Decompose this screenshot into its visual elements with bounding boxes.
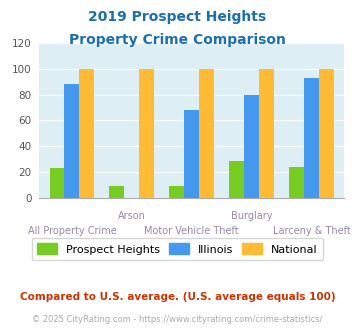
Text: All Property Crime: All Property Crime bbox=[28, 226, 116, 236]
Bar bbox=[244, 95, 259, 198]
Text: Burglary: Burglary bbox=[231, 211, 272, 221]
Text: © 2025 CityRating.com - https://www.cityrating.com/crime-statistics/: © 2025 CityRating.com - https://www.city… bbox=[32, 315, 323, 324]
Bar bbox=[229, 160, 244, 198]
Bar bbox=[259, 69, 274, 198]
Text: Compared to U.S. average. (U.S. average equals 100): Compared to U.S. average. (U.S. average … bbox=[20, 292, 335, 302]
Bar bbox=[50, 168, 65, 198]
Text: Property Crime Comparison: Property Crime Comparison bbox=[69, 33, 286, 47]
Text: Larceny & Theft: Larceny & Theft bbox=[273, 226, 350, 236]
Bar bbox=[184, 110, 199, 198]
Bar bbox=[304, 78, 319, 198]
Bar bbox=[80, 69, 94, 198]
Text: 2019 Prospect Heights: 2019 Prospect Heights bbox=[88, 10, 267, 24]
Bar bbox=[319, 69, 334, 198]
Bar bbox=[169, 186, 184, 198]
Bar bbox=[139, 69, 154, 198]
Bar bbox=[289, 167, 304, 198]
Bar bbox=[65, 84, 80, 198]
Legend: Prospect Heights, Illinois, National: Prospect Heights, Illinois, National bbox=[32, 238, 323, 260]
Text: Motor Vehicle Theft: Motor Vehicle Theft bbox=[144, 226, 239, 236]
Text: Arson: Arson bbox=[118, 211, 146, 221]
Bar bbox=[109, 186, 124, 198]
Bar bbox=[199, 69, 214, 198]
